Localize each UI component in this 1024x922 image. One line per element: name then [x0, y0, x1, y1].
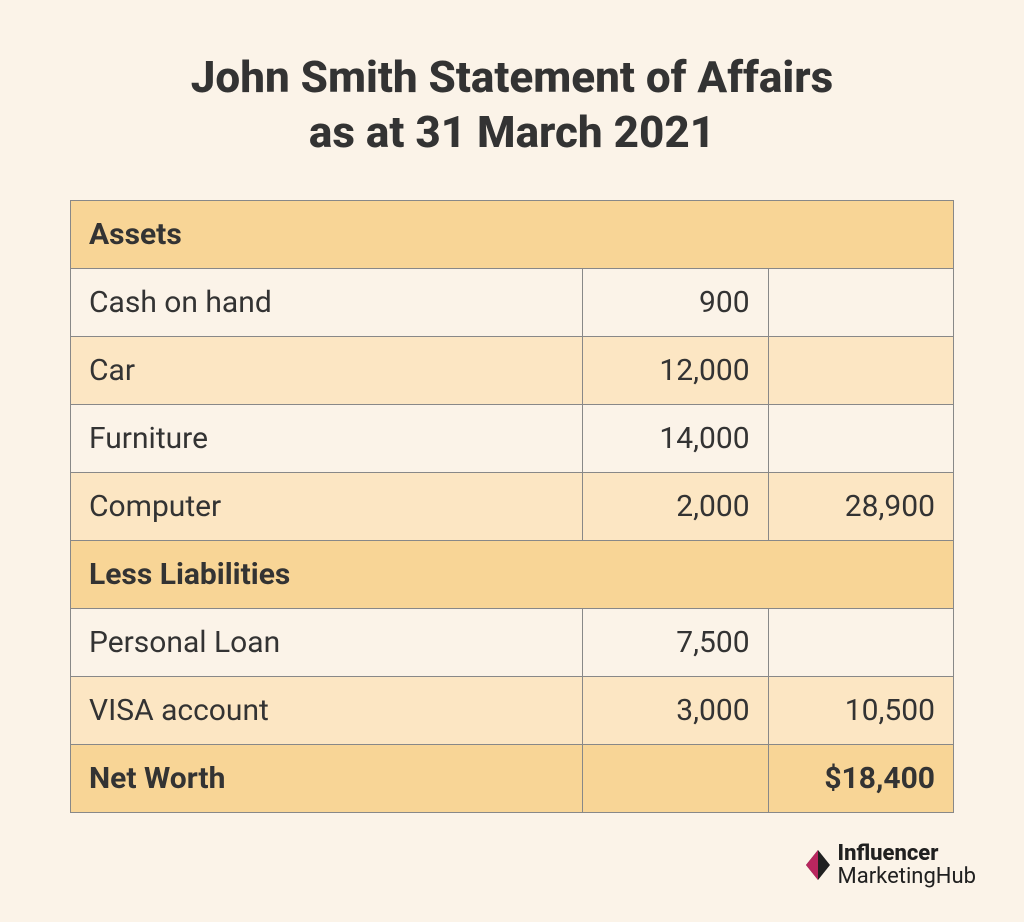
row-value-1: 2,000 — [583, 473, 768, 541]
table-row: VISA account 3,000 10,500 — [71, 677, 954, 745]
row-value-2 — [768, 337, 953, 405]
page: John Smith Statement of Affairs as at 31… — [0, 0, 1024, 922]
brand-logo: Influencer MarketingHub — [804, 842, 976, 888]
row-label: Car — [71, 337, 583, 405]
table-row: Cash on hand 900 — [71, 269, 954, 337]
row-value-1: 14,000 — [583, 405, 768, 473]
net-worth-col1 — [583, 745, 768, 813]
section-header-label: Less Liabilities — [71, 541, 954, 609]
row-value-2 — [768, 609, 953, 677]
logo-diamond-icon — [804, 848, 832, 882]
section-header-label: Assets — [71, 201, 954, 269]
logo-word-1: Influencer — [838, 841, 939, 866]
page-title: John Smith Statement of Affairs as at 31… — [70, 50, 954, 160]
logo-text: Influencer MarketingHub — [838, 842, 976, 888]
row-value-1: 900 — [583, 269, 768, 337]
section-header-liabilities: Less Liabilities — [71, 541, 954, 609]
statement-table: Assets Cash on hand 900 Car 12,000 Furni… — [70, 200, 954, 813]
row-label: Personal Loan — [71, 609, 583, 677]
table-row: Personal Loan 7,500 — [71, 609, 954, 677]
section-header-assets: Assets — [71, 201, 954, 269]
row-value-1: 3,000 — [583, 677, 768, 745]
table-row: Computer 2,000 28,900 — [71, 473, 954, 541]
row-label: VISA account — [71, 677, 583, 745]
row-value-2 — [768, 269, 953, 337]
title-line-1: John Smith Statement of Affairs — [191, 51, 833, 103]
row-value-1: 7,500 — [583, 609, 768, 677]
net-worth-value: $18,400 — [768, 745, 953, 813]
row-value-2 — [768, 405, 953, 473]
row-label: Furniture — [71, 405, 583, 473]
row-label: Computer — [71, 473, 583, 541]
row-value-2: 28,900 — [768, 473, 953, 541]
net-worth-row: Net Worth $18,400 — [71, 745, 954, 813]
net-worth-label: Net Worth — [71, 745, 583, 813]
row-label: Cash on hand — [71, 269, 583, 337]
statement-body: Assets Cash on hand 900 Car 12,000 Furni… — [71, 201, 954, 813]
logo-word-2: MarketingHub — [838, 864, 976, 889]
row-value-1: 12,000 — [583, 337, 768, 405]
title-line-2: as at 31 March 2021 — [309, 106, 715, 158]
row-value-2: 10,500 — [768, 677, 953, 745]
table-row: Furniture 14,000 — [71, 405, 954, 473]
table-row: Car 12,000 — [71, 337, 954, 405]
